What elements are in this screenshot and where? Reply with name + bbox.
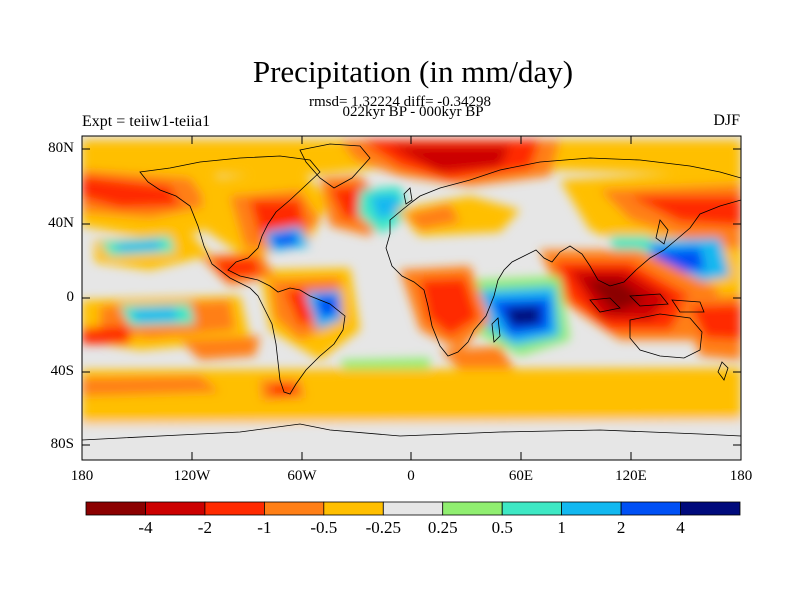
lon-label-120w: 120W bbox=[173, 468, 211, 484]
colorbar-label: -4 bbox=[138, 518, 153, 537]
colorbar-label: 0.25 bbox=[427, 518, 458, 537]
lon-label-120e: 120E bbox=[615, 468, 647, 484]
colorbar-swatch bbox=[561, 501, 622, 516]
colorbar-label: -0.25 bbox=[365, 518, 401, 537]
lat-label-80n: 80N bbox=[48, 140, 74, 156]
season-label: DJF bbox=[713, 112, 740, 129]
lat-label-40s: 40S bbox=[50, 363, 74, 379]
lon-label-60e: 60E bbox=[508, 468, 534, 484]
colorbar-label: -2 bbox=[197, 518, 212, 537]
colorbar-swatch bbox=[85, 501, 146, 516]
colorbar-swatch bbox=[323, 501, 384, 516]
colorbar-swatch bbox=[382, 501, 444, 516]
lon-label-0: 0 bbox=[407, 468, 415, 484]
lat-label-40n: 40N bbox=[48, 215, 74, 231]
colorbar-label: -1 bbox=[257, 518, 272, 537]
colorbar-label: 1 bbox=[557, 518, 566, 537]
lat-label-0: 0 bbox=[66, 289, 75, 305]
lat-ticks bbox=[82, 148, 741, 446]
lon-ticks bbox=[81, 136, 742, 460]
colorbar-label: 2 bbox=[616, 518, 626, 537]
experiment-label: Expt = teiiw1-teiia1 bbox=[82, 113, 211, 130]
colorbar-swatch bbox=[442, 501, 503, 516]
colorbar-label: 0.5 bbox=[491, 518, 513, 537]
stats-line: rmsd= 1.32224 diff= -0.34298 bbox=[308, 94, 492, 110]
colorbar-label: 4 bbox=[676, 518, 685, 537]
colorbar bbox=[85, 501, 741, 516]
colorbar-swatch bbox=[501, 501, 563, 516]
colorbar-swatch bbox=[263, 501, 325, 516]
period-line: 022kyr BP - 000kyr BP bbox=[342, 104, 484, 120]
colorbar-label: -0.5 bbox=[310, 518, 338, 537]
colorbar-swatch bbox=[620, 501, 681, 516]
lon-label-60w: 60W bbox=[287, 468, 317, 484]
lon-label-180w: 180 bbox=[70, 468, 94, 484]
lon-label-180e: 180 bbox=[729, 468, 753, 484]
lat-label-80s: 80S bbox=[50, 436, 74, 452]
coastlines bbox=[82, 143, 741, 441]
colorbar-swatch bbox=[204, 501, 265, 516]
plot-title: Precipitation (in mm/day) bbox=[252, 54, 574, 89]
colorbar-swatch bbox=[145, 501, 206, 516]
colorbar-swatch bbox=[680, 501, 741, 516]
